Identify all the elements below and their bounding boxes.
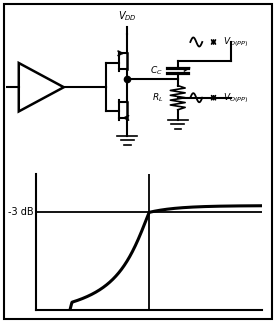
Text: $C_C$: $C_C$ [150, 64, 163, 77]
Text: $V_{O(PP)}$: $V_{O(PP)}$ [223, 35, 248, 49]
Text: $V_{O(PP)}$: $V_{O(PP)}$ [223, 91, 248, 105]
Text: $R_L$: $R_L$ [152, 91, 163, 104]
Text: $V_{DD}$: $V_{DD}$ [118, 9, 137, 23]
Text: -3 dB: -3 dB [8, 207, 34, 217]
